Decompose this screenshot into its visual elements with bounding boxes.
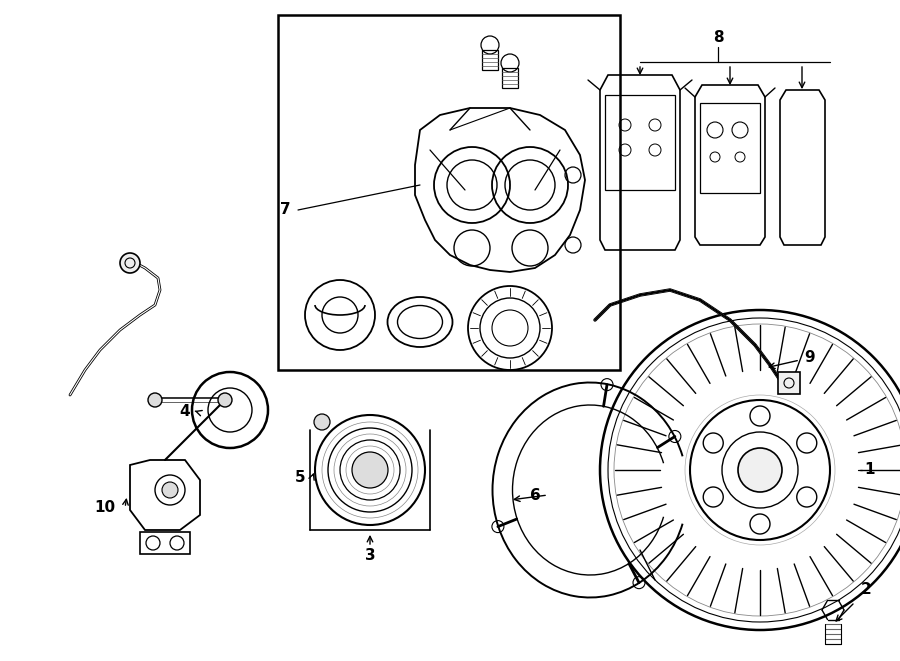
Text: 2: 2 <box>860 582 871 598</box>
Text: 5: 5 <box>294 471 305 485</box>
Bar <box>140 532 190 554</box>
Circle shape <box>218 393 232 407</box>
Text: 1: 1 <box>865 463 875 477</box>
Circle shape <box>148 393 162 407</box>
Text: 6: 6 <box>529 488 540 502</box>
Circle shape <box>314 414 330 430</box>
Text: 3: 3 <box>364 547 375 563</box>
Circle shape <box>162 482 178 498</box>
Circle shape <box>352 452 388 488</box>
Text: 9: 9 <box>805 350 815 366</box>
Bar <box>605 95 675 190</box>
Bar <box>502 68 518 88</box>
Text: 7: 7 <box>280 202 291 217</box>
Bar <box>482 50 498 70</box>
Text: 10: 10 <box>94 500 115 516</box>
Text: 4: 4 <box>180 405 190 420</box>
Circle shape <box>738 448 782 492</box>
Bar <box>700 103 760 193</box>
Bar <box>778 372 800 394</box>
Circle shape <box>120 253 140 273</box>
Bar <box>278 15 620 370</box>
Text: 8: 8 <box>713 30 724 46</box>
